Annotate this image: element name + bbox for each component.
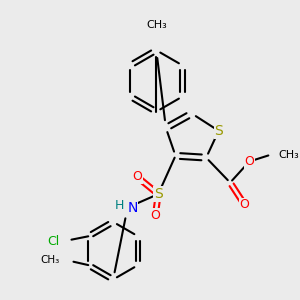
Text: O: O xyxy=(150,209,160,222)
Text: CH₃: CH₃ xyxy=(40,255,59,265)
Text: S: S xyxy=(214,124,223,138)
Text: S: S xyxy=(154,187,163,201)
Text: CH₃: CH₃ xyxy=(278,150,299,160)
Text: H: H xyxy=(115,199,124,212)
Text: O: O xyxy=(244,155,254,168)
Text: CH₃: CH₃ xyxy=(146,20,167,30)
Text: Cl: Cl xyxy=(47,235,59,248)
Text: O: O xyxy=(132,170,142,183)
Text: N: N xyxy=(127,200,137,214)
Text: O: O xyxy=(240,198,250,211)
